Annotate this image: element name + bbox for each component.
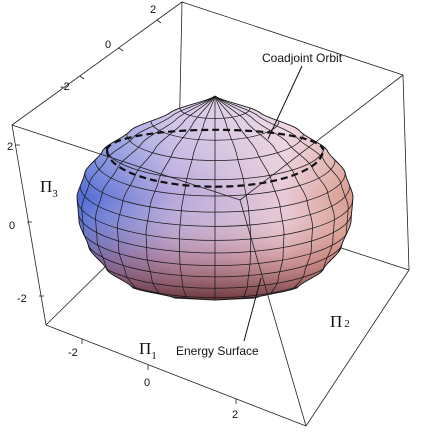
pi3-tick-label: -2 bbox=[17, 293, 27, 305]
pi2-tick-label: -2 bbox=[60, 81, 70, 93]
pi1-tick-labels: -2 0 2 bbox=[68, 347, 238, 421]
coadjoint-orbit-curve bbox=[105, 128, 325, 188]
pi3-tick-label: 2 bbox=[7, 141, 13, 153]
pi2-tick-labels: 2 0 -2 bbox=[60, 4, 156, 93]
coadjoint-orbit-label: Coadjoint Orbit bbox=[262, 51, 343, 65]
coadjoint-orbit-pointer bbox=[267, 65, 303, 140]
pi1-tick-label: 2 bbox=[232, 409, 238, 421]
pi2-tick-label: 2 bbox=[150, 4, 156, 16]
pi1-tick-label: -2 bbox=[68, 347, 78, 359]
pi1-axis-label: Π1 bbox=[139, 339, 157, 362]
energy-surface bbox=[76, 95, 354, 301]
tick-marks bbox=[15, 19, 237, 404]
pi3-tick-labels: 2 0 -2 bbox=[7, 141, 27, 305]
pi3-axis-label: Π3 bbox=[40, 177, 58, 200]
bounding-box-front bbox=[11, 74, 410, 427]
energy-surface-label: Energy Surface bbox=[176, 344, 259, 358]
pi2-tick-label: 0 bbox=[105, 39, 111, 51]
pi3-tick-label: 0 bbox=[9, 220, 15, 232]
pi1-tick-label: 0 bbox=[144, 377, 150, 389]
energy-surface-pointer bbox=[243, 277, 262, 342]
